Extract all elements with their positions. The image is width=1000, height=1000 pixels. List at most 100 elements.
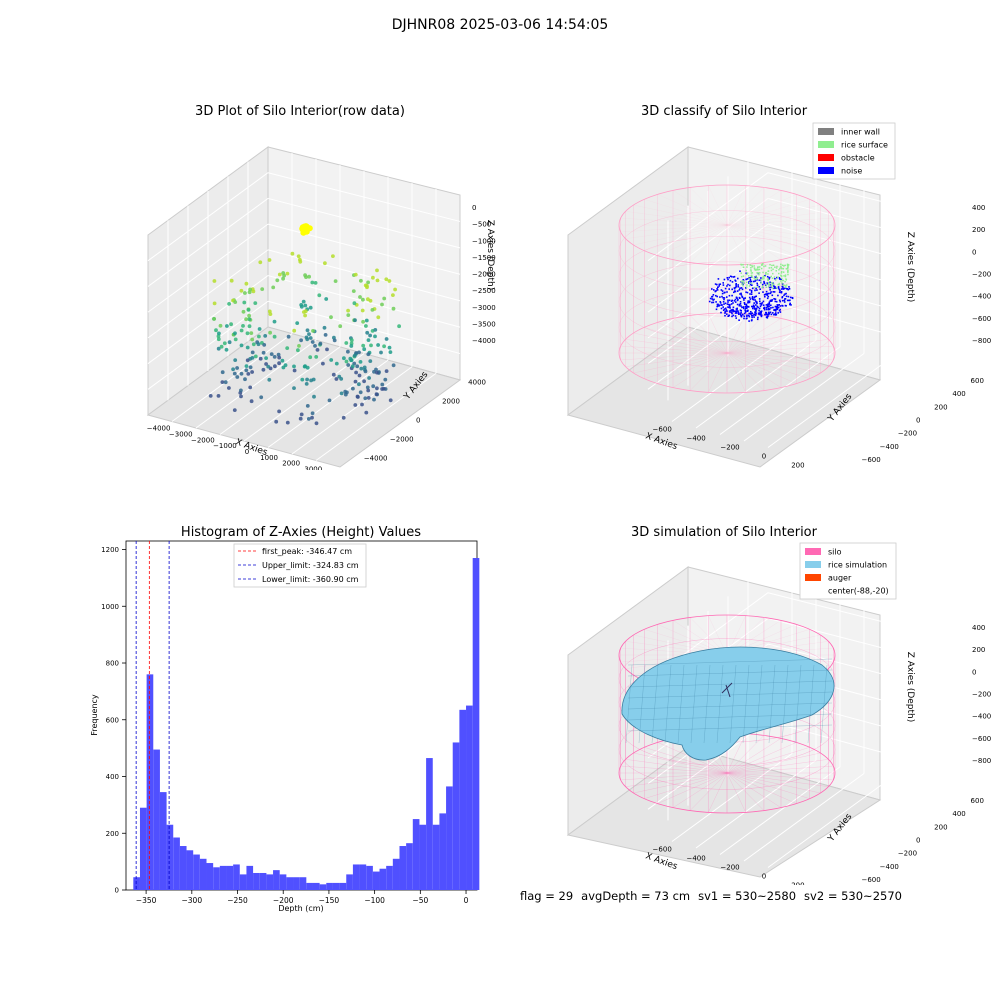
raw-point [235,375,240,379]
raw-point [220,370,225,375]
classify-rice-point [781,277,783,280]
raw-point [282,273,286,278]
raw-point [212,279,217,283]
classify-rice-point [782,279,785,282]
raw-point [368,333,372,338]
classify-wall-spoke [620,345,728,354]
simulation-legend-label: rice simulation [828,561,887,570]
classify-noise-point [734,290,737,293]
classify-noise-point [717,278,720,280]
classify-noise-point [748,320,750,322]
histogram-bar [346,874,353,890]
raw-data-points [208,223,401,426]
classify-noise-point [758,309,760,312]
raw-point [271,285,276,290]
raw-point [346,313,351,317]
raw-point [250,337,255,342]
classify-rice-point [756,268,758,271]
cls-grid-line [767,172,961,222]
classify-noise-point [779,308,781,311]
classify-noise-point [770,300,773,302]
classify-noise-point [726,313,728,315]
sim-z-tick-label: −600 [972,735,991,743]
classify-noise-point [773,287,776,289]
classify-noise-point [719,304,721,306]
raw-point [364,324,368,328]
classify-rice-point [785,278,787,280]
classify-noise-point [722,284,725,286]
classify-wall-spoke [726,211,829,226]
classify-rice-point [779,267,781,270]
sim-grid-line [791,786,913,875]
raw-point [292,368,297,373]
sv1-text: sv1 = 530~2580 [698,889,797,903]
cls-z-tick-label: −600 [972,315,991,323]
classify-rice-point [783,284,785,287]
classify-rice-point [757,272,760,274]
classify-noise-point [727,303,730,306]
raw-y-tick-label: 2000 [442,398,460,406]
classify-noise-point [787,295,790,298]
raw-point [359,366,364,371]
classify-noise-point [765,313,767,316]
classify-noise-point [727,315,729,317]
classify-noise-point [738,296,741,299]
raw-point [376,343,380,347]
classify-wall-spoke [726,352,821,374]
classify-noise-point [729,279,732,282]
raw-point [268,330,272,335]
classify-wall-spoke [625,352,728,367]
classify-noise-point [730,311,733,313]
classify-noise-point [770,307,772,309]
histogram-bar [419,824,427,890]
raw-point [371,384,376,389]
raw-point [366,352,371,357]
classify-rice-point [787,268,789,270]
raw-point [214,328,218,333]
classify-panel: 3D classify of Silo Interior −600−400−20… [566,104,991,469]
classify-noise-point [743,312,746,315]
raw-point [212,301,217,306]
classify-wall-spoke [644,327,728,354]
raw-grid-line [291,366,413,455]
classify-noise-point [736,307,738,310]
raw-point [331,372,336,377]
sim-x-tick-label: −400 [686,855,705,863]
histogram-x-tick-label: −300 [182,896,203,905]
simulation-legend-label: auger [828,574,852,583]
raw-point [379,350,383,355]
histogram-bar [359,864,367,890]
classify-noise-point [739,287,741,289]
classify-noise-point [759,312,761,314]
simulation-surface-meshline [627,691,833,699]
classify-noise-point [768,286,771,289]
classify-noise-point [730,309,733,311]
classify-noise-point [773,285,775,287]
classify-wall-spoke [726,322,797,354]
classify-rice-point [758,273,760,276]
raw-point [384,337,389,341]
raw-point [253,354,258,359]
raw-point [357,382,361,387]
raw-point [360,402,364,407]
classify-legend-swatch [818,141,834,148]
classify-rice-point [742,263,744,266]
classify-rice-point [787,271,789,274]
classify-noise-point [768,303,770,305]
classify-noise-point [758,298,761,300]
classify-noise-point [769,292,772,295]
classify-rice-point [754,278,756,281]
classify-rice-point [750,267,752,269]
sim-x-tick-label: 200 [791,881,804,885]
classify-rice-point [746,284,748,286]
classify-wall-spoke [620,217,728,226]
classify-noise-point [733,275,736,278]
raw-point [332,338,337,343]
sim-z-tick-label: −800 [972,757,991,765]
raw-point [380,382,385,387]
classify-noise-point [782,288,785,290]
cls-grid-line [719,346,841,435]
histogram-bar [199,858,207,890]
classify-noise-point [741,296,744,299]
classify-noise-point [740,315,743,318]
